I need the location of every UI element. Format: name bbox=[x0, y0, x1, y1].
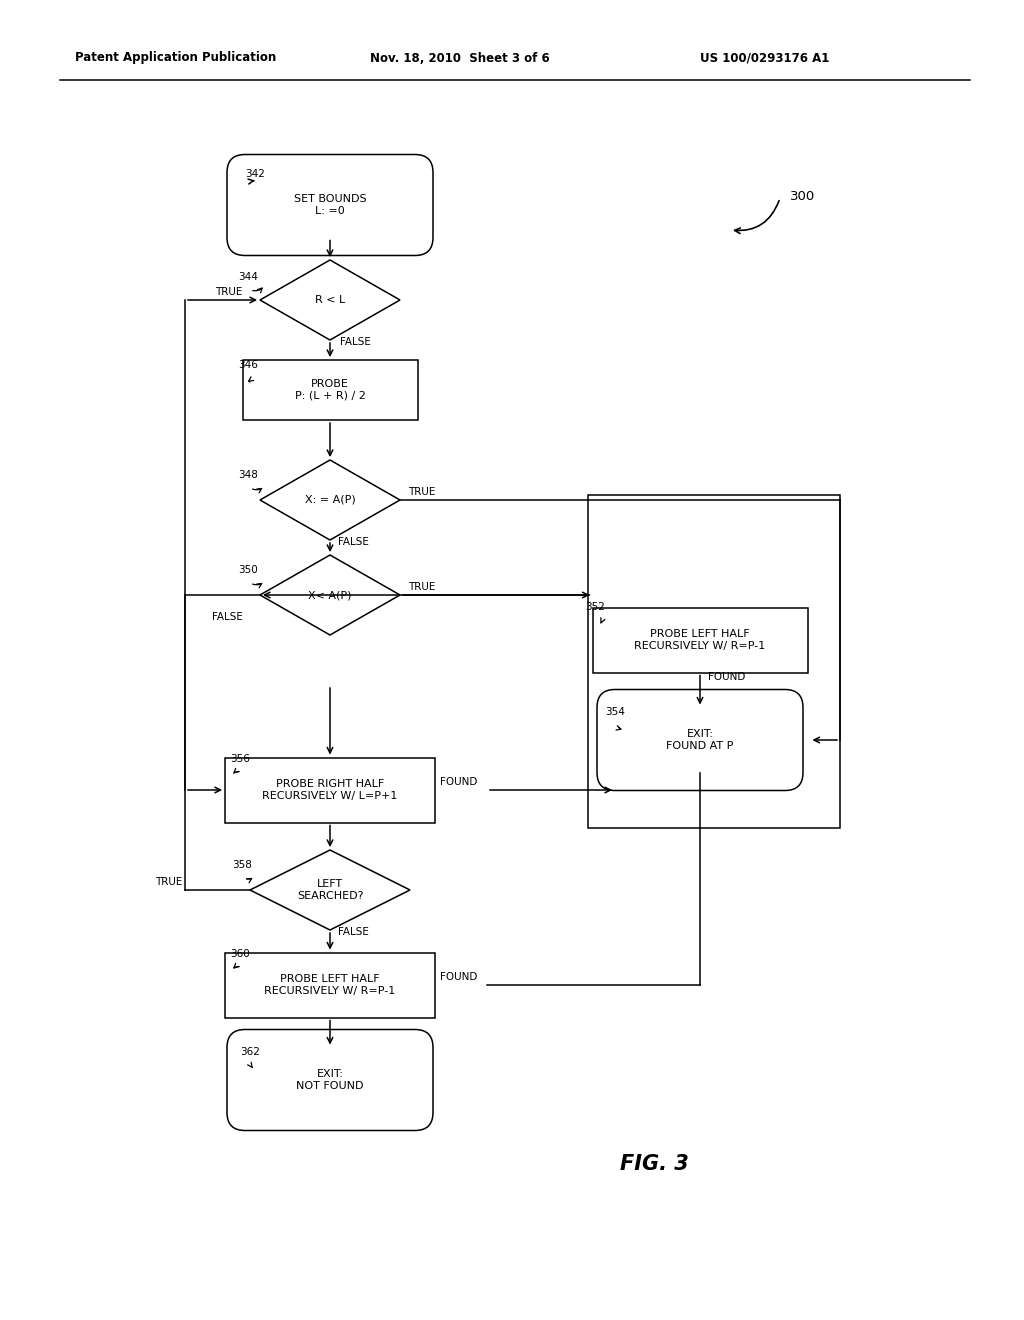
Text: 346: 346 bbox=[238, 360, 258, 370]
Text: R < L: R < L bbox=[314, 294, 345, 305]
Polygon shape bbox=[250, 850, 410, 931]
Text: TRUE: TRUE bbox=[155, 876, 182, 887]
Text: FALSE: FALSE bbox=[340, 337, 371, 347]
Text: 348: 348 bbox=[238, 470, 258, 480]
Text: 352: 352 bbox=[585, 602, 605, 612]
Text: TRUE: TRUE bbox=[408, 582, 435, 591]
Text: PROBE LEFT HALF
RECURSIVELY W/ R=P-1: PROBE LEFT HALF RECURSIVELY W/ R=P-1 bbox=[635, 630, 766, 651]
Text: 358: 358 bbox=[232, 861, 252, 870]
FancyBboxPatch shape bbox=[227, 1030, 433, 1130]
Polygon shape bbox=[260, 260, 400, 341]
Polygon shape bbox=[260, 459, 400, 540]
FancyBboxPatch shape bbox=[227, 154, 433, 256]
Text: 356: 356 bbox=[230, 754, 250, 764]
Text: FOUND: FOUND bbox=[708, 672, 745, 682]
Text: FIG. 3: FIG. 3 bbox=[620, 1154, 689, 1173]
Bar bbox=[593, 607, 808, 672]
Text: LEFT
SEARCHED?: LEFT SEARCHED? bbox=[297, 879, 364, 900]
Text: Nov. 18, 2010  Sheet 3 of 6: Nov. 18, 2010 Sheet 3 of 6 bbox=[370, 51, 550, 65]
Text: 342: 342 bbox=[245, 169, 265, 180]
Bar bbox=[225, 758, 435, 822]
Text: 350: 350 bbox=[238, 565, 258, 576]
Polygon shape bbox=[260, 554, 400, 635]
Text: X< A(P): X< A(P) bbox=[308, 590, 352, 601]
Text: FALSE: FALSE bbox=[338, 537, 369, 546]
Text: PROBE LEFT HALF
RECURSIVELY W/ R=P-1: PROBE LEFT HALF RECURSIVELY W/ R=P-1 bbox=[264, 974, 395, 995]
Text: Patent Application Publication: Patent Application Publication bbox=[75, 51, 276, 65]
Bar bbox=[225, 953, 435, 1018]
Text: 354: 354 bbox=[605, 708, 625, 717]
Text: PROBE
P: (L + R) / 2: PROBE P: (L + R) / 2 bbox=[295, 379, 366, 401]
Text: 362: 362 bbox=[240, 1047, 260, 1057]
Text: FALSE: FALSE bbox=[338, 927, 369, 937]
Text: FOUND: FOUND bbox=[440, 972, 477, 982]
Text: X: = A(P): X: = A(P) bbox=[304, 495, 355, 506]
Text: FOUND: FOUND bbox=[440, 777, 477, 787]
Bar bbox=[243, 360, 418, 420]
Text: 344: 344 bbox=[238, 272, 258, 282]
Text: TRUE: TRUE bbox=[215, 286, 243, 297]
Bar bbox=[588, 495, 840, 828]
Text: FALSE: FALSE bbox=[212, 612, 243, 622]
Text: EXIT:
NOT FOUND: EXIT: NOT FOUND bbox=[296, 1069, 364, 1090]
Text: US 100/0293176 A1: US 100/0293176 A1 bbox=[700, 51, 829, 65]
Text: TRUE: TRUE bbox=[408, 487, 435, 498]
FancyBboxPatch shape bbox=[597, 689, 803, 791]
Text: SET BOUNDS
L: =0: SET BOUNDS L: =0 bbox=[294, 194, 367, 215]
Text: 300: 300 bbox=[790, 190, 815, 203]
Text: PROBE RIGHT HALF
RECURSIVELY W/ L=P+1: PROBE RIGHT HALF RECURSIVELY W/ L=P+1 bbox=[262, 779, 397, 801]
Text: 360: 360 bbox=[230, 949, 250, 960]
Text: EXIT:
FOUND AT P: EXIT: FOUND AT P bbox=[667, 729, 733, 751]
